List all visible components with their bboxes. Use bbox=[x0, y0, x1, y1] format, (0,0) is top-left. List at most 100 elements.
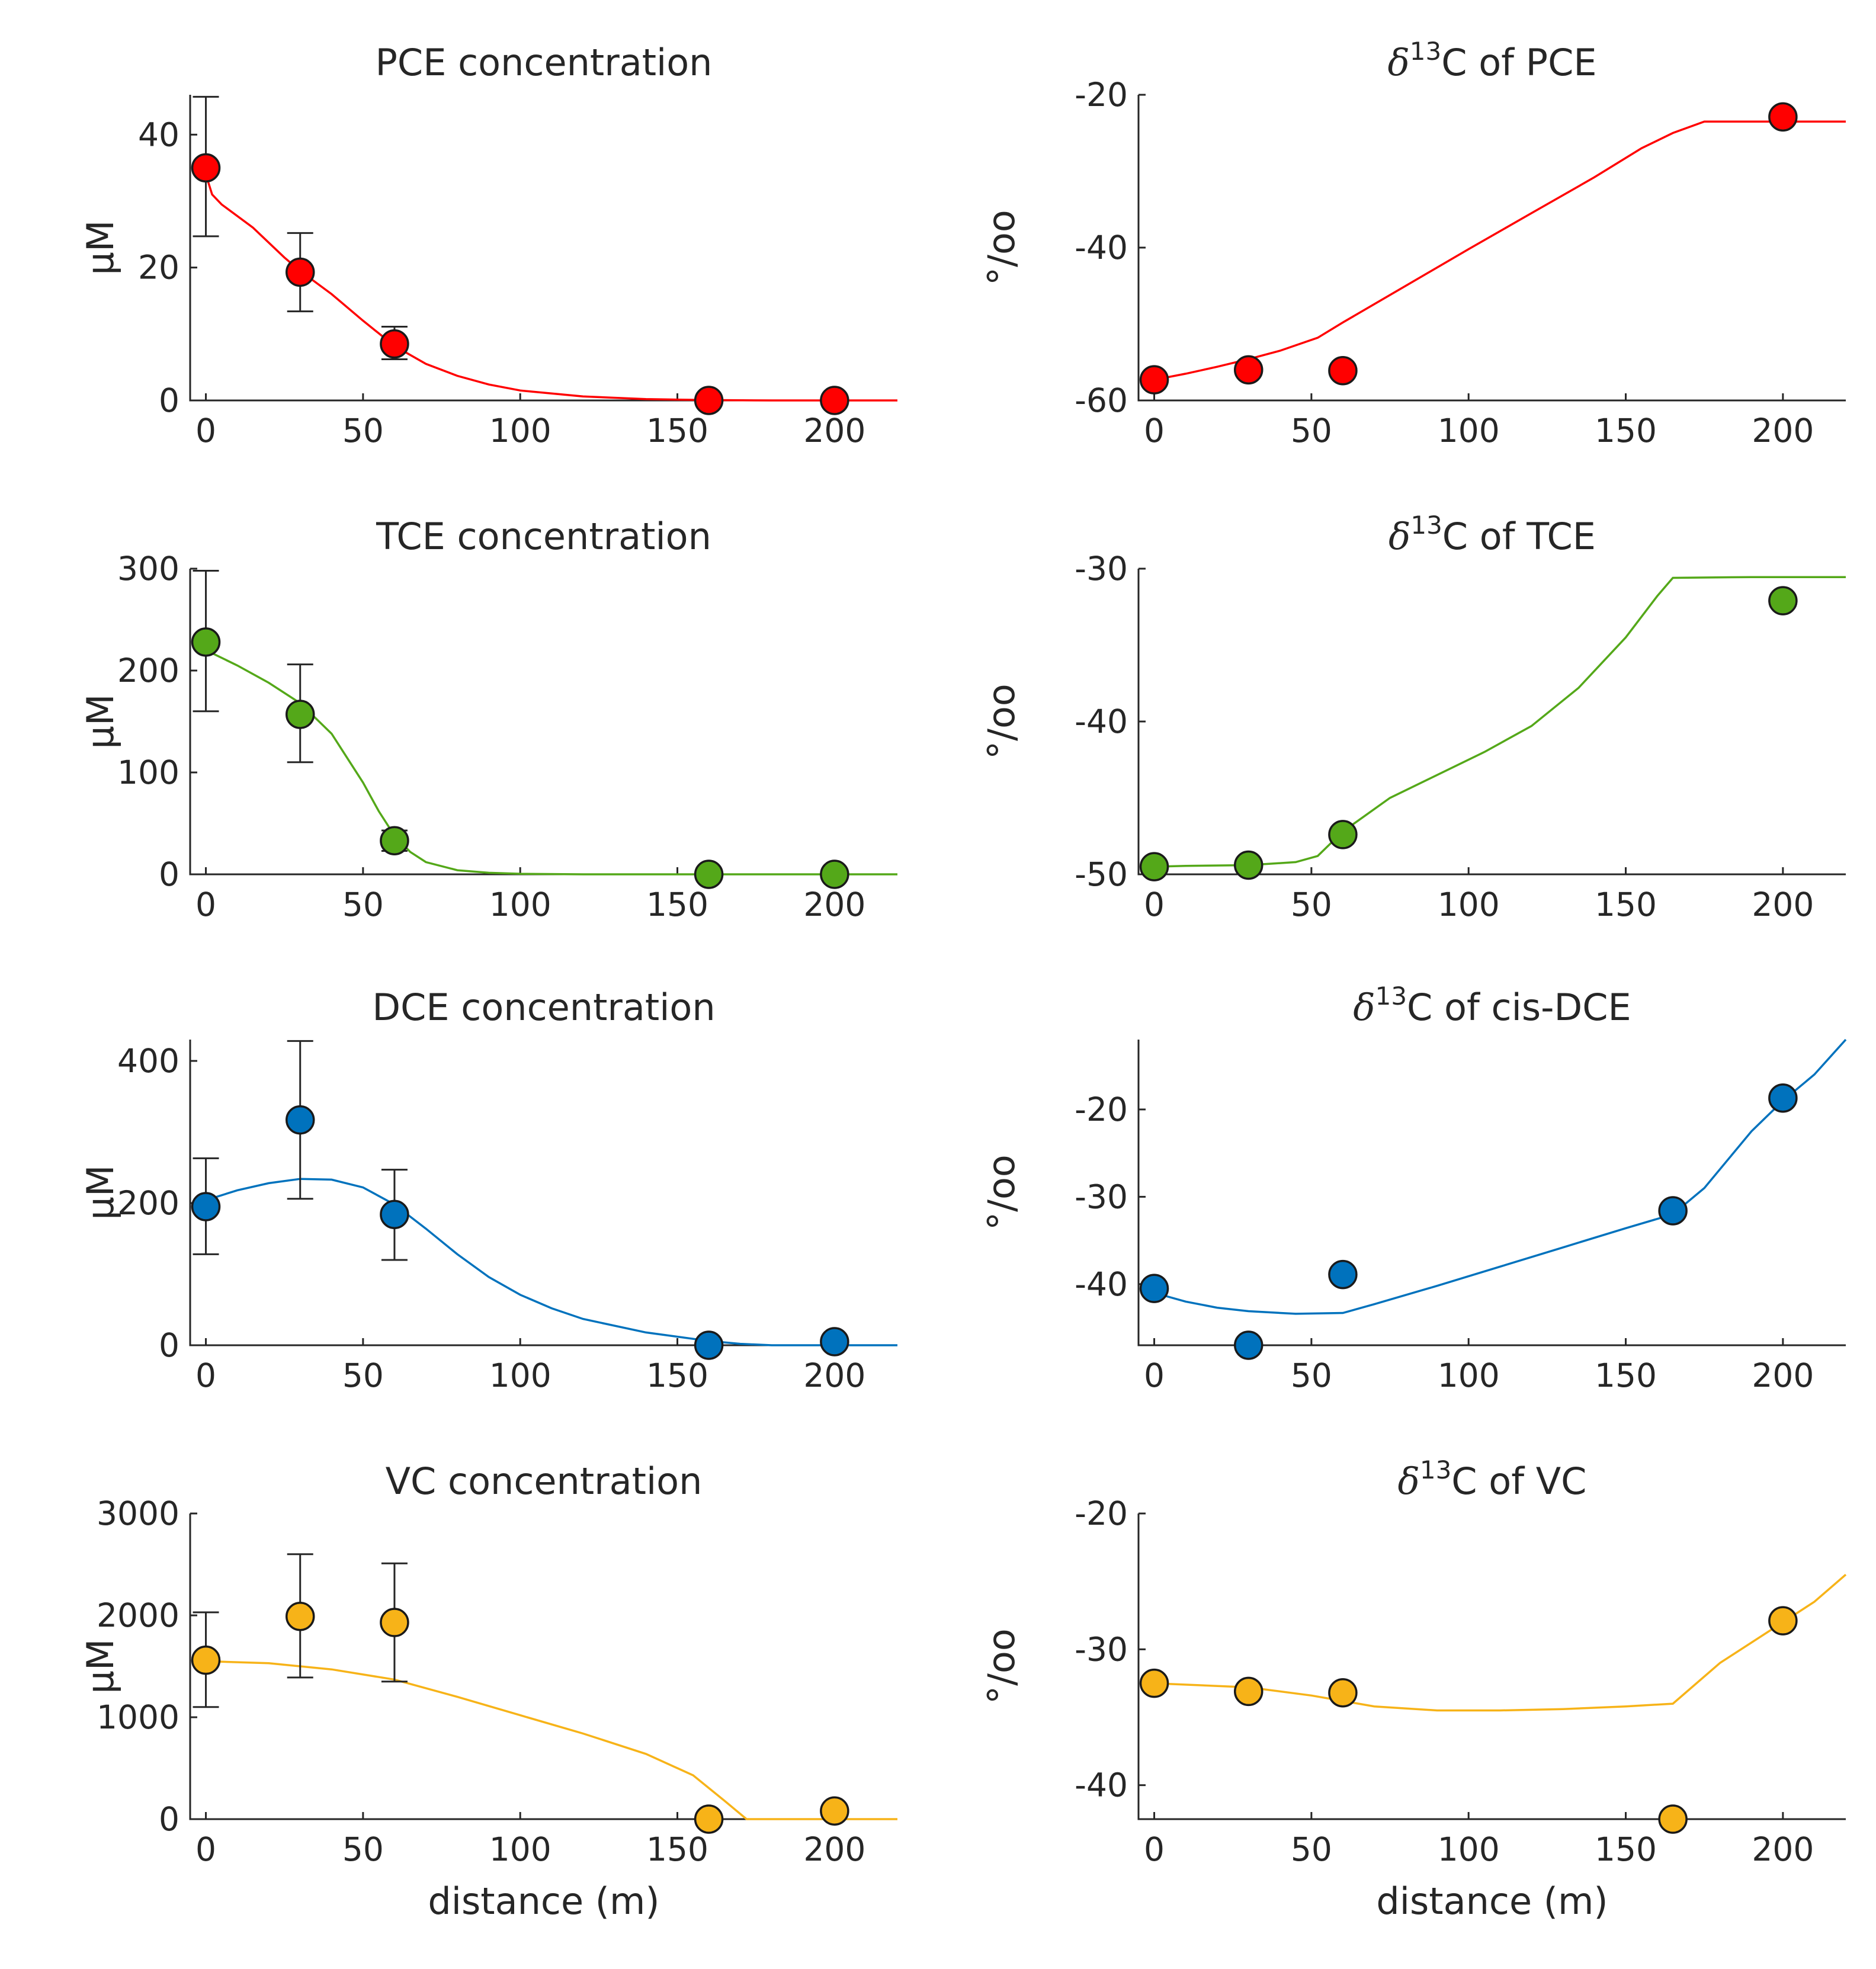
chart-panel-tce-d13c: 0 50 100 150 200 -50 -40 -30 δ13C of TCE °/oo bbox=[980, 511, 1846, 923]
data-point bbox=[1328, 1259, 1358, 1290]
y-tick-label: -20 bbox=[1075, 76, 1128, 114]
title-superscript: 13 bbox=[1375, 982, 1407, 1011]
x-tick-label: 100 bbox=[1438, 412, 1500, 450]
x-tick-label: 150 bbox=[646, 886, 708, 923]
data-point bbox=[191, 627, 221, 657]
y-tick-label: 300 bbox=[117, 550, 179, 588]
data-point bbox=[380, 826, 409, 855]
x-tick-label: 0 bbox=[1144, 1357, 1165, 1394]
y-tick-label: -30 bbox=[1075, 550, 1128, 588]
data-point bbox=[380, 1200, 409, 1229]
y-tick-label: -60 bbox=[1075, 381, 1128, 419]
data-point bbox=[820, 860, 849, 889]
x-tick-label: 150 bbox=[646, 1830, 708, 1868]
chart-title: DCE concentration bbox=[372, 986, 715, 1029]
data-point bbox=[694, 860, 724, 889]
title-main: C of VC bbox=[1451, 1460, 1586, 1503]
data-point bbox=[380, 1608, 409, 1637]
y-tick-label: -30 bbox=[1075, 1630, 1128, 1668]
x-tick-label: 0 bbox=[1144, 1830, 1165, 1868]
y-tick-label: -20 bbox=[1075, 1091, 1128, 1128]
chart-title: PCE concentration bbox=[376, 41, 713, 84]
x-tick-label: 100 bbox=[1438, 886, 1500, 923]
y-tick-label: -30 bbox=[1075, 1178, 1128, 1216]
x-tick-label: 50 bbox=[342, 1830, 384, 1868]
data-point bbox=[820, 386, 849, 415]
y-tick-label: -40 bbox=[1075, 229, 1128, 267]
data-point bbox=[694, 1330, 724, 1360]
x-tick-label: 0 bbox=[195, 886, 216, 923]
x-tick-label: 200 bbox=[1752, 886, 1814, 923]
x-tick-label: 50 bbox=[1291, 886, 1332, 923]
x-tick-label: 150 bbox=[1595, 1357, 1657, 1394]
y-tick-label: 0 bbox=[159, 1326, 179, 1364]
y-tick-label: 40 bbox=[138, 116, 179, 153]
data-point bbox=[694, 386, 724, 415]
model-fit-line bbox=[204, 174, 897, 402]
y-tick-label: 20 bbox=[138, 249, 179, 287]
chart-title: VC concentration bbox=[386, 1460, 703, 1503]
chart-panel-tce-conc: 0 50 100 150 200 0 100 200 300 TCE concentration µ… bbox=[79, 515, 897, 923]
y-axis-label: µM bbox=[79, 1165, 122, 1220]
x-tick-label: 50 bbox=[342, 1357, 384, 1394]
x-tick-label: 100 bbox=[489, 886, 551, 923]
y-tick-label: 0 bbox=[159, 855, 179, 893]
delta-symbol: δ bbox=[1353, 986, 1375, 1029]
data-point bbox=[1768, 1083, 1798, 1113]
data-point bbox=[820, 1796, 849, 1826]
data-point bbox=[1768, 1606, 1798, 1636]
data-point bbox=[285, 700, 315, 729]
chart-panel-dce-d13c: 0 50 100 150 200 -40 -30 -20 δ13C of cis-DCE °/oo bbox=[980, 982, 1847, 1394]
data-point bbox=[1233, 355, 1264, 385]
data-point bbox=[1768, 586, 1798, 615]
data-point bbox=[191, 1645, 221, 1675]
y-tick-label: -20 bbox=[1075, 1495, 1128, 1532]
y-tick-label: -40 bbox=[1075, 703, 1128, 740]
data-point bbox=[1328, 820, 1358, 849]
chart-title: TCE concentration bbox=[376, 515, 711, 558]
x-tick-label: 0 bbox=[195, 1357, 216, 1394]
x-tick-label: 200 bbox=[1752, 1830, 1814, 1868]
delta-symbol: δ bbox=[1388, 515, 1410, 558]
title-superscript: 13 bbox=[1420, 1455, 1451, 1484]
y-axis-label: °/oo bbox=[980, 1155, 1023, 1230]
y-axis-label: µM bbox=[79, 1639, 122, 1694]
y-tick-label: -40 bbox=[1075, 1265, 1128, 1303]
x-tick-label: 100 bbox=[489, 1830, 551, 1868]
x-tick-label: 0 bbox=[1144, 412, 1165, 450]
y-tick-label: 100 bbox=[117, 753, 179, 791]
model-fit-line bbox=[1154, 576, 1846, 868]
axes-frame bbox=[189, 1040, 897, 1346]
y-tick-label: 200 bbox=[117, 1184, 179, 1222]
y-tick-label: -50 bbox=[1075, 855, 1128, 893]
title-superscript: 13 bbox=[1410, 37, 1441, 66]
y-axis-label: °/oo bbox=[980, 684, 1023, 759]
y-tick-label: -40 bbox=[1075, 1766, 1128, 1804]
axes-frame bbox=[189, 95, 897, 402]
x-tick-label: 50 bbox=[342, 886, 384, 923]
x-tick-label: 150 bbox=[1595, 412, 1657, 450]
x-tick-label: 200 bbox=[803, 412, 865, 450]
data-point bbox=[285, 1105, 315, 1135]
data-point bbox=[1768, 102, 1798, 132]
axes-frame bbox=[1137, 1513, 1846, 1820]
y-tick-label: 2000 bbox=[97, 1596, 179, 1634]
x-tick-label: 150 bbox=[646, 412, 708, 450]
x-tick-label: 200 bbox=[1752, 1357, 1814, 1394]
y-tick-label: 0 bbox=[159, 1800, 179, 1838]
title-main: C of PCE bbox=[1441, 41, 1596, 84]
x-axis-label: distance (m) bbox=[428, 1880, 659, 1923]
chart-title: δ13C of cis-DCE bbox=[1353, 982, 1631, 1029]
data-point bbox=[1328, 355, 1358, 386]
x-tick-label: 50 bbox=[1291, 1830, 1332, 1868]
x-tick-label: 200 bbox=[803, 1357, 865, 1394]
x-tick-label: 150 bbox=[1595, 886, 1657, 923]
y-tick-label: 0 bbox=[159, 381, 179, 419]
data-point bbox=[1328, 1678, 1358, 1708]
data-point bbox=[191, 1192, 221, 1221]
axes-frame bbox=[1137, 569, 1846, 876]
x-tick-label: 100 bbox=[489, 412, 551, 450]
x-tick-label: 150 bbox=[646, 1357, 708, 1394]
x-tick-label: 100 bbox=[489, 1357, 551, 1394]
chart-panel-dce-conc: 0 50 100 150 200 0 200 400 DCE concentration µM bbox=[79, 986, 897, 1394]
